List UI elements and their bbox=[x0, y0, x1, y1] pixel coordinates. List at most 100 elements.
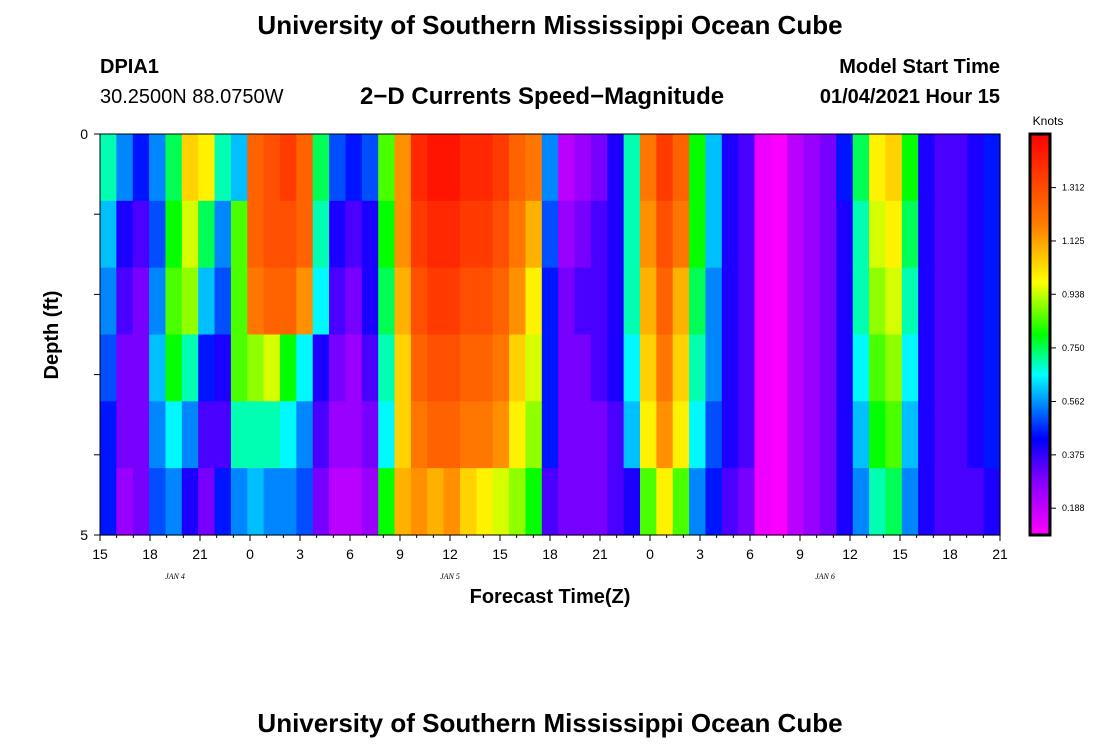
heatmap-cell bbox=[460, 334, 477, 402]
heatmap-cell bbox=[280, 401, 297, 469]
heatmap-cell bbox=[280, 334, 297, 402]
heatmap-cell bbox=[672, 267, 690, 336]
heatmap-cell bbox=[443, 267, 461, 336]
heatmap-cell bbox=[705, 134, 723, 202]
x-tick-label: 15 bbox=[492, 546, 508, 562]
y-tick-label: 0 bbox=[80, 126, 88, 142]
heatmap-cell bbox=[836, 468, 854, 536]
heatmap-cell bbox=[574, 134, 592, 202]
heatmap-cell bbox=[378, 200, 396, 269]
heatmap-cell bbox=[672, 468, 690, 536]
heatmap-cell bbox=[770, 200, 788, 269]
heatmap-cell bbox=[803, 200, 821, 269]
x-tick-label: 18 bbox=[542, 546, 558, 562]
heatmap-cell bbox=[754, 468, 772, 536]
heatmap-cell bbox=[885, 334, 903, 402]
heatmap-cell bbox=[574, 200, 592, 269]
heatmap-cell bbox=[460, 401, 477, 469]
heatmap-cell bbox=[590, 401, 608, 469]
model-start-label: Model Start Time bbox=[839, 56, 1000, 78]
heatmap-cell bbox=[394, 468, 412, 536]
heatmap-cell bbox=[689, 134, 707, 202]
heatmap-cell bbox=[934, 401, 952, 469]
heatmap-cell bbox=[361, 401, 379, 469]
heatmap-cell bbox=[525, 134, 543, 202]
heatmap-cell bbox=[394, 401, 412, 469]
x-tick-label: 9 bbox=[396, 546, 404, 562]
heatmap-cell bbox=[230, 134, 248, 202]
x-tick-label: 21 bbox=[592, 546, 608, 562]
heatmap-cell bbox=[230, 401, 248, 469]
heatmap-cell bbox=[607, 134, 625, 202]
heatmap-cell bbox=[640, 200, 657, 269]
colorbar: Knots 0.188 0.375 0.562 0.750 0.938 1.125 1.31… bbox=[1028, 114, 1085, 537]
colorbar-tick-label: 0.938 bbox=[1062, 289, 1085, 299]
heatmap-cell bbox=[705, 200, 723, 269]
heatmap-cell bbox=[181, 468, 199, 536]
heatmap-cell bbox=[509, 267, 527, 336]
heatmap-cell bbox=[836, 200, 854, 269]
heatmap-cell bbox=[689, 401, 707, 469]
heatmap-cell bbox=[787, 267, 805, 336]
heatmap-cell bbox=[590, 334, 608, 402]
heatmap-cell bbox=[983, 468, 1001, 536]
heatmap-cell bbox=[460, 200, 477, 269]
heatmap-cell bbox=[361, 200, 379, 269]
heatmap-cell bbox=[558, 200, 576, 269]
heatmap-cell bbox=[116, 267, 134, 336]
heatmap-cell bbox=[296, 401, 314, 469]
heatmap-cell bbox=[476, 468, 494, 536]
heatmap-cell bbox=[132, 134, 150, 202]
heatmap-cell bbox=[214, 134, 232, 202]
heatmap-cell bbox=[558, 401, 576, 469]
heatmap-cell bbox=[541, 200, 559, 269]
heatmap-cell bbox=[443, 468, 461, 536]
heatmap-cell bbox=[640, 334, 657, 402]
date-label: JAN 4 bbox=[165, 572, 185, 581]
heatmap-cell bbox=[476, 401, 494, 469]
station-id: DPIA1 bbox=[100, 56, 159, 78]
heatmap-cell bbox=[329, 200, 347, 269]
heatmap-cell bbox=[214, 334, 232, 402]
heatmap-cell bbox=[460, 134, 477, 202]
heatmap-cell bbox=[132, 468, 150, 536]
heatmap-cell bbox=[509, 401, 527, 469]
heatmap-cell bbox=[901, 134, 919, 202]
heatmap-cell bbox=[918, 334, 936, 402]
heatmap-cell bbox=[590, 200, 608, 269]
heatmap-cell bbox=[296, 134, 314, 202]
heatmap-cell bbox=[901, 401, 919, 469]
heatmap-cell bbox=[820, 200, 837, 269]
heatmap-cell bbox=[443, 334, 461, 402]
heatmap-cell bbox=[607, 334, 625, 402]
model-start-value: 01/04/2021 Hour 15 bbox=[819, 86, 1000, 108]
heatmap-cell bbox=[280, 267, 297, 336]
heatmap-cell bbox=[509, 134, 527, 202]
colorbar-scale bbox=[1028, 132, 1052, 537]
heatmap-cell bbox=[427, 200, 445, 269]
heatmap-cell bbox=[950, 267, 968, 336]
heatmap-cell bbox=[410, 334, 428, 402]
heatmap-cell bbox=[623, 334, 641, 402]
heatmap-cell bbox=[100, 468, 117, 536]
footer-title: University of Southern Mississippi Ocean… bbox=[257, 708, 843, 738]
heatmap-cell bbox=[689, 334, 707, 402]
heatmap-cell bbox=[312, 200, 330, 269]
heatmap-cell bbox=[689, 267, 707, 336]
heatmap-cell bbox=[198, 468, 216, 536]
heatmap-cell bbox=[165, 267, 183, 336]
heatmap-cell bbox=[263, 134, 281, 202]
colorbar-tick-label: 1.312 bbox=[1062, 183, 1085, 193]
heatmap-cell bbox=[869, 468, 887, 536]
heatmap-cell bbox=[754, 267, 772, 336]
y-tick-label: 5 bbox=[80, 527, 88, 543]
heatmap-cell bbox=[803, 334, 821, 402]
heatmap-cell bbox=[198, 200, 216, 269]
heatmap-cell bbox=[410, 267, 428, 336]
heatmap-cell bbox=[852, 401, 870, 469]
heatmap-cell bbox=[770, 134, 788, 202]
heatmap-cell bbox=[705, 334, 723, 402]
heatmap-cell bbox=[132, 401, 150, 469]
heatmap-cell bbox=[885, 401, 903, 469]
heatmap-cell bbox=[329, 134, 347, 202]
